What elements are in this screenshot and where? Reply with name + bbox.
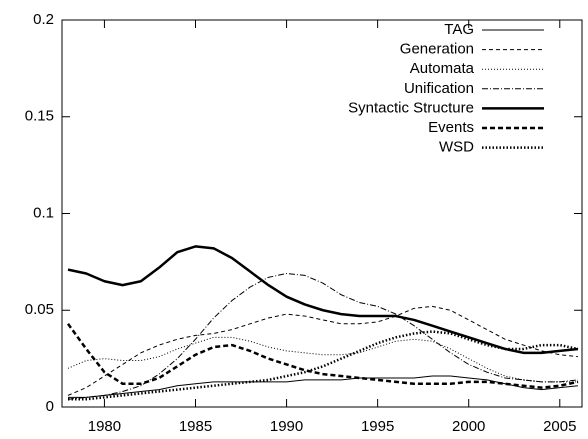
- series-line: [68, 330, 579, 401]
- x-tick-label: 2005: [543, 418, 576, 435]
- legend-label: WSD: [439, 139, 474, 156]
- legend-label: Automata: [410, 60, 475, 77]
- series-line: [68, 375, 579, 398]
- x-tick-label: 1980: [88, 418, 121, 435]
- y-tick-label: 0.2: [33, 11, 54, 28]
- legend-label: Generation: [400, 41, 474, 58]
- legend-label: Events: [428, 119, 474, 136]
- x-tick-label: 2000: [452, 418, 485, 435]
- series-line: [67, 245, 579, 355]
- series-line: [67, 305, 579, 396]
- y-tick-label: 0.05: [25, 301, 54, 318]
- series-line: [66, 323, 579, 389]
- x-tick-label: 1985: [179, 418, 212, 435]
- y-tick-label: 0: [46, 398, 54, 415]
- x-tick-label: 1995: [361, 418, 394, 435]
- legend-label: TAG: [444, 21, 474, 38]
- series-line: [67, 336, 578, 383]
- legend-label: Syntactic Structure: [348, 99, 474, 116]
- y-tick-label: 0.15: [25, 108, 54, 125]
- series-line: [67, 272, 579, 400]
- y-tick-label: 0.1: [33, 204, 54, 221]
- legend-label: Unification: [404, 80, 474, 97]
- x-tick-label: 1990: [270, 418, 303, 435]
